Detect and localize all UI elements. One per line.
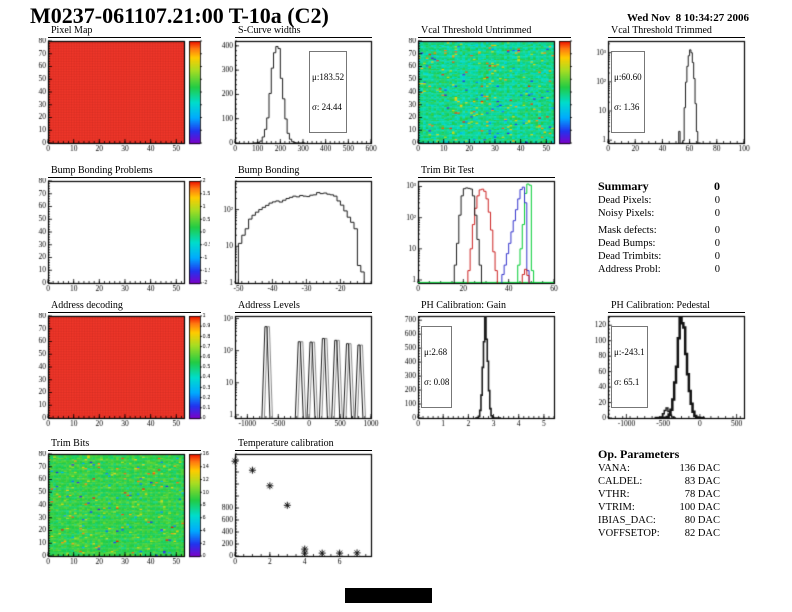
plot-title: Pixel Map — [48, 25, 201, 38]
plot-address-decoding: Address decoding — [24, 300, 210, 433]
ph-pedestal-histogram — [584, 313, 754, 433]
stat-sigma: σ: 24.44 — [312, 102, 342, 112]
op-parameter-label: CALDEL: — [598, 476, 643, 487]
summary-value: 0 — [714, 251, 720, 262]
op-parameter-label: VANA: — [598, 463, 630, 474]
scurve-widths-histogram — [211, 38, 381, 158]
plot-title: Bump Bonding Problems — [48, 165, 201, 178]
stat-mean: μ:-243.1 — [614, 347, 645, 357]
summary-heading: Summary — [598, 179, 649, 193]
op-parameter-row: VTRIM: 100 DAC — [598, 501, 720, 514]
vcal-trimmed-histogram — [584, 38, 754, 158]
summary-row: Dead Pixels: 0 — [598, 194, 720, 207]
plot-title: Address Levels — [235, 300, 372, 313]
summary-label: Dead Trimbits: — [598, 251, 662, 262]
summary-label: Dead Pixels: — [598, 195, 652, 206]
plot-pixel-map: Pixel Map — [24, 25, 210, 158]
stats-box: μ:-243.1 σ: 65.1 — [611, 326, 648, 408]
summary-value: 0 — [714, 208, 720, 219]
op-parameter-row: VOFFSETOP: 82 DAC — [598, 527, 720, 540]
summary-value: 0 — [714, 238, 720, 249]
op-parameter-value: 80 DAC — [684, 515, 720, 526]
plot-title: Temperature calibration — [235, 438, 372, 451]
stat-sigma: σ: 1.36 — [614, 102, 640, 112]
summary-value: 0 — [714, 195, 720, 206]
op-parameters-heading: Op. Parameters — [598, 447, 680, 461]
pixel-map-heatmap — [24, 38, 210, 158]
plot-vcal-untrimmed: Vcal Threshold Untrimmed — [394, 25, 580, 158]
plot-temperature-calibration: Temperature calibration — [211, 438, 381, 571]
summary-label: Dead Bumps: — [598, 238, 656, 249]
bump-bonding-histogram — [211, 178, 381, 298]
stat-mean: μ:183.52 — [312, 72, 345, 82]
footer-black-box — [345, 588, 432, 603]
plot-title: Bump Bonding — [235, 165, 372, 178]
summary-row: Dead Bumps: 0 — [598, 237, 720, 250]
summary-block: Summary 0 Dead Pixels: 0 Noisy Pixels: 0… — [598, 178, 720, 276]
plot-scurve-widths: S-Curve widths μ:183.52 σ: 24.44 — [211, 25, 381, 158]
plot-title: PH Calibration: Gain — [418, 300, 555, 313]
summary-label: Address Probl: — [598, 264, 661, 275]
address-levels-histogram — [211, 313, 381, 433]
trim-bits-heatmap — [24, 451, 210, 571]
summary-value: 0 — [714, 264, 720, 275]
ph-gain-histogram — [394, 313, 564, 433]
plot-title: S-Curve widths — [235, 25, 372, 38]
op-parameter-row: VTHR: 78 DAC — [598, 488, 720, 501]
page-title: M0237-061107.21:00 T-10a (C2) — [30, 3, 329, 28]
trim-bit-test-histogram — [394, 178, 564, 298]
plot-title: Trim Bit Test — [418, 165, 555, 178]
summary-row: Mask defects: 0 — [598, 224, 720, 237]
plot-trim-bits: Trim Bits — [24, 438, 210, 571]
op-parameter-row: CALDEL: 83 DAC — [598, 475, 720, 488]
timestamp: Wed Nov 8 10:34:27 2006 — [627, 12, 749, 24]
plot-bump-bonding: Bump Bonding — [211, 165, 381, 298]
plot-address-levels: Address Levels — [211, 300, 381, 433]
plot-bump-bonding-problems: Bump Bonding Problems — [24, 165, 210, 298]
plot-vcal-trimmed: Vcal Threshold Trimmed μ:60.60 σ: 1.36 — [584, 25, 754, 158]
plot-title: Trim Bits — [48, 438, 201, 451]
plot-title: PH Calibration: Pedestal — [608, 300, 745, 313]
op-parameter-value: 82 DAC — [684, 528, 720, 539]
summary-row: Address Probl: 0 — [598, 263, 720, 276]
summary-label: Noisy Pixels: — [598, 208, 655, 219]
plot-title: Vcal Threshold Untrimmed — [418, 25, 571, 38]
summary-label: Mask defects: — [598, 225, 657, 236]
stat-mean: μ:2.68 — [424, 347, 448, 357]
op-parameters-block: Op. Parameters VANA: 136 DAC CALDEL: 83 … — [598, 446, 720, 540]
summary-row: Noisy Pixels: 0 — [598, 207, 720, 220]
plot-title: Vcal Threshold Trimmed — [608, 25, 745, 38]
summary-row: Dead Trimbits: 0 — [598, 250, 720, 263]
stats-box: μ:183.52 σ: 24.44 — [309, 51, 348, 133]
stat-mean: μ:60.60 — [614, 72, 642, 82]
op-parameters-heading-row: Op. Parameters — [598, 446, 720, 462]
summary-heading-row: Summary 0 — [598, 178, 720, 194]
plot-ph-pedestal: PH Calibration: Pedestal μ:-243.1 σ: 65.… — [584, 300, 754, 433]
summary-value: 0 — [714, 225, 720, 236]
plot-trim-bit-test: Trim Bit Test — [394, 165, 564, 298]
op-parameter-row: VANA: 136 DAC — [598, 462, 720, 475]
stats-box: μ:60.60 σ: 1.36 — [611, 51, 645, 133]
stats-box: μ:2.68 σ: 0.08 — [421, 326, 453, 408]
plot-ph-gain: PH Calibration: Gain μ:2.68 σ: 0.08 — [394, 300, 564, 433]
op-parameter-label: IBIAS_DAC: — [598, 515, 656, 526]
op-parameter-value: 100 DAC — [679, 502, 720, 513]
bump-problems-heatmap — [24, 178, 210, 298]
summary-heading-value: 0 — [714, 179, 720, 193]
op-parameter-value: 83 DAC — [684, 476, 720, 487]
op-parameter-label: VOFFSETOP: — [598, 528, 660, 539]
op-parameter-label: VTHR: — [598, 489, 630, 500]
plot-title: Address decoding — [48, 300, 201, 313]
vcal-untrimmed-heatmap — [394, 38, 580, 158]
op-parameter-label: VTRIM: — [598, 502, 635, 513]
stat-sigma: σ: 0.08 — [424, 377, 450, 387]
op-parameter-value: 78 DAC — [684, 489, 720, 500]
stat-sigma: σ: 65.1 — [614, 377, 640, 387]
address-decoding-heatmap — [24, 313, 210, 433]
op-parameter-value: 136 DAC — [679, 463, 720, 474]
op-parameter-row: IBIAS_DAC: 80 DAC — [598, 514, 720, 527]
temperature-calibration-scatter — [211, 451, 381, 571]
